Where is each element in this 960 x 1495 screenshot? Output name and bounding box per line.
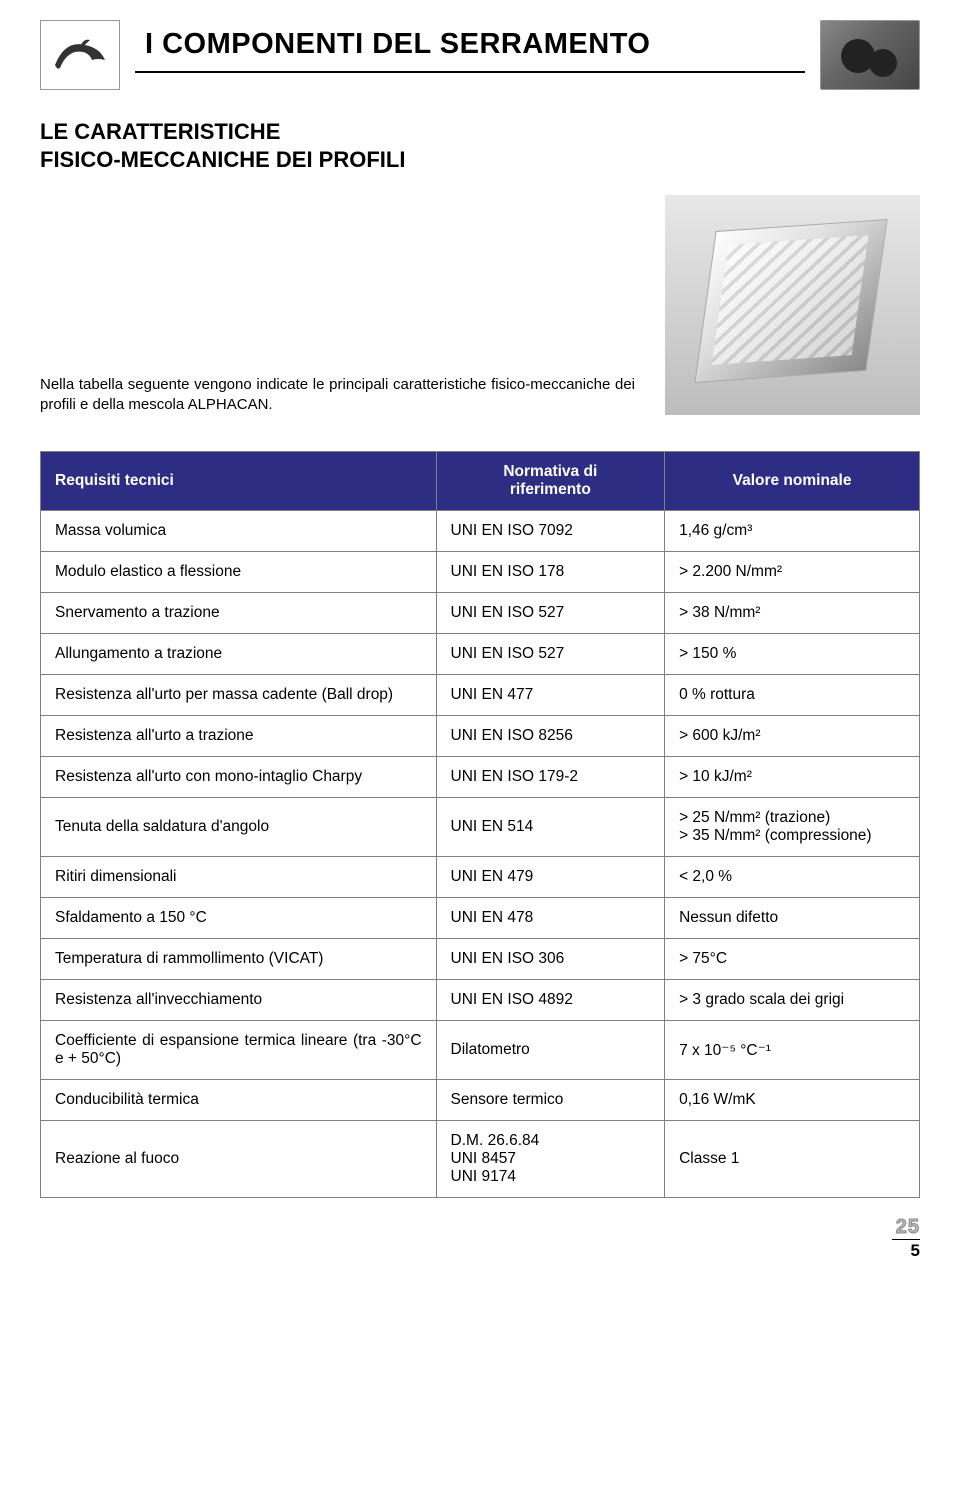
cell-value: 0,16 W/mK <box>665 1080 920 1121</box>
col-header-value: Valore nominale <box>665 452 920 511</box>
cell-value: > 3 grado scala dei grigi <box>665 980 920 1021</box>
cell-standard: UNI EN ISO 4892 <box>436 980 665 1021</box>
cell-standard: UNI EN 479 <box>436 857 665 898</box>
cell-value: 0 % rottura <box>665 675 920 716</box>
col-header-requirement: Requisiti tecnici <box>41 452 437 511</box>
specifications-table: Requisiti tecnici Normativa diriferiment… <box>40 451 920 1198</box>
table-row: Temperatura di rammollimento (VICAT)UNI … <box>41 939 920 980</box>
cell-standard: UNI EN ISO 179-2 <box>436 757 665 798</box>
table-row: Resistenza all'urto per massa cadente (B… <box>41 675 920 716</box>
cell-value: 1,46 g/cm³ <box>665 511 920 552</box>
subtitle-line-1: LE CARATTERISTICHE <box>40 119 280 144</box>
table-row: Resistenza all'invecchiamentoUNI EN ISO … <box>41 980 920 1021</box>
table-row: Sfaldamento a 150 °CUNI EN 478Nessun dif… <box>41 898 920 939</box>
cell-requirement: Tenuta della saldatura d'angolo <box>41 798 437 857</box>
dolphin-icon <box>50 30 110 80</box>
cell-value: > 2.200 N/mm² <box>665 552 920 593</box>
cell-requirement: Resistenza all'urto a trazione <box>41 716 437 757</box>
cell-requirement: Ritiri dimensionali <box>41 857 437 898</box>
page-number-solid: 5 <box>892 1239 920 1261</box>
cell-standard: UNI EN ISO 8256 <box>436 716 665 757</box>
cell-value: > 150 % <box>665 634 920 675</box>
cell-standard: D.M. 26.6.84UNI 8457UNI 9174 <box>436 1121 665 1198</box>
table-row: Ritiri dimensionaliUNI EN 479< 2,0 % <box>41 857 920 898</box>
table-row: Resistenza all'urto con mono-intaglio Ch… <box>41 757 920 798</box>
table-header: Requisiti tecnici Normativa diriferiment… <box>41 452 920 511</box>
cell-standard: UNI EN 477 <box>436 675 665 716</box>
cell-requirement: Temperatura di rammollimento (VICAT) <box>41 939 437 980</box>
table-row: Massa volumicaUNI EN ISO 70921,46 g/cm³ <box>41 511 920 552</box>
table-row: Snervamento a trazioneUNI EN ISO 527> 38… <box>41 593 920 634</box>
cell-value: 7 x 10⁻⁵ °C⁻¹ <box>665 1021 920 1080</box>
cell-requirement: Coefficiente di espansione termica linea… <box>41 1021 437 1080</box>
cell-requirement: Resistenza all'urto con mono-intaglio Ch… <box>41 757 437 798</box>
cell-standard: UNI EN ISO 178 <box>436 552 665 593</box>
cell-requirement: Resistenza all'invecchiamento <box>41 980 437 1021</box>
cell-standard: UNI EN ISO 306 <box>436 939 665 980</box>
table-row: Conducibilità termicaSensore termico0,16… <box>41 1080 920 1121</box>
page-number: 25 5 <box>40 1216 920 1261</box>
table-row: Allungamento a trazioneUNI EN ISO 527> 1… <box>41 634 920 675</box>
col-header-standard: Normativa diriferimento <box>436 452 665 511</box>
table-row: Reazione al fuocoD.M. 26.6.84UNI 8457UNI… <box>41 1121 920 1198</box>
intro-text: Nella tabella seguente vengono indicate … <box>40 375 635 416</box>
cell-requirement: Massa volumica <box>41 511 437 552</box>
cell-value: Nessun difetto <box>665 898 920 939</box>
cell-standard: UNI EN 514 <box>436 798 665 857</box>
cell-standard: Sensore termico <box>436 1080 665 1121</box>
cell-requirement: Modulo elastico a flessione <box>41 552 437 593</box>
table-row: Tenuta della saldatura d'angoloUNI EN 51… <box>41 798 920 857</box>
cell-value: > 600 kJ/m² <box>665 716 920 757</box>
table-row: Modulo elastico a flessioneUNI EN ISO 17… <box>41 552 920 593</box>
table-body: Massa volumicaUNI EN ISO 70921,46 g/cm³M… <box>41 511 920 1198</box>
cell-requirement: Conducibilità termica <box>41 1080 437 1121</box>
table-row: Coefficiente di espansione termica linea… <box>41 1021 920 1080</box>
page-number-outline: 25 <box>896 1216 920 1238</box>
header-thumbnail <box>820 20 920 90</box>
cell-requirement: Reazione al fuoco <box>41 1121 437 1198</box>
cell-standard: UNI EN 478 <box>436 898 665 939</box>
section-subtitle: LE CARATTERISTICHE FISICO-MECCANICHE DEI… <box>40 118 920 173</box>
cell-standard: UNI EN ISO 527 <box>436 593 665 634</box>
cell-value: > 75°C <box>665 939 920 980</box>
page-title: I COMPONENTI DEL SERRAMENTO <box>145 28 795 61</box>
cell-standard: UNI EN ISO 7092 <box>436 511 665 552</box>
cell-requirement: Allungamento a trazione <box>41 634 437 675</box>
profile-cross-section-image <box>665 195 920 415</box>
subtitle-line-2: FISICO-MECCANICHE DEI PROFILI <box>40 147 405 172</box>
cell-requirement: Resistenza all'urto per massa cadente (B… <box>41 675 437 716</box>
cell-standard: Dilatometro <box>436 1021 665 1080</box>
cell-value: < 2,0 % <box>665 857 920 898</box>
cell-requirement: Sfaldamento a 150 °C <box>41 898 437 939</box>
page-header: I COMPONENTI DEL SERRAMENTO <box>40 20 920 90</box>
table-row: Resistenza all'urto a trazioneUNI EN ISO… <box>41 716 920 757</box>
cell-value: > 25 N/mm² (trazione)> 35 N/mm² (compres… <box>665 798 920 857</box>
cell-value: > 38 N/mm² <box>665 593 920 634</box>
brand-logo <box>40 20 120 90</box>
cell-value: > 10 kJ/m² <box>665 757 920 798</box>
cell-standard: UNI EN ISO 527 <box>436 634 665 675</box>
intro-row: Nella tabella seguente vengono indicate … <box>40 195 920 415</box>
cell-value: Classe 1 <box>665 1121 920 1198</box>
title-container: I COMPONENTI DEL SERRAMENTO <box>135 20 805 73</box>
cell-requirement: Snervamento a trazione <box>41 593 437 634</box>
